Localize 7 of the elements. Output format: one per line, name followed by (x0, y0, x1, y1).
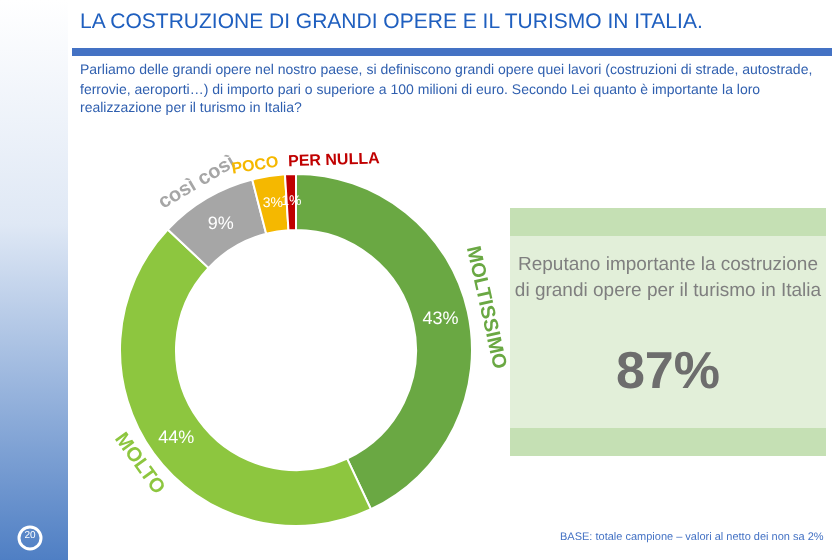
slice-label: PER NULLA (287, 149, 381, 171)
text: 87% (613, 340, 723, 402)
text: Reputano importante la costruzione di grandi opere per il turismo in Italia (512, 252, 824, 304)
data-label: 43% (422, 307, 459, 328)
slice-label: POCO (230, 152, 280, 178)
data-label: 9% (207, 212, 234, 233)
chart-title: LA COSTRUZIONE DI GRANDI OPERE E IL TURISMO IN ITALIA. (80, 10, 703, 34)
